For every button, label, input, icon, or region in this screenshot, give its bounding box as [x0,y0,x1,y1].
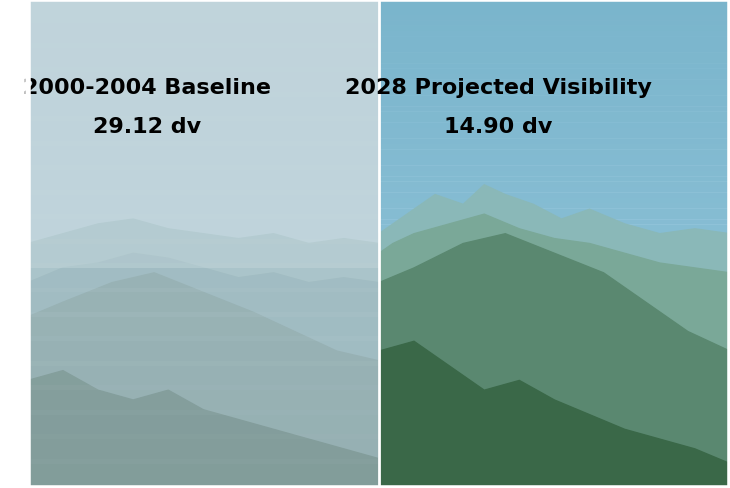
Bar [379,64,730,70]
Polygon shape [379,234,730,488]
Bar [379,128,730,134]
Bar [28,190,379,220]
Bar [379,230,730,236]
Bar [379,102,730,107]
Bar [379,118,730,123]
Bar [379,263,730,268]
Bar [379,123,730,129]
Bar [379,37,730,43]
Bar [379,48,730,54]
Bar [28,0,379,24]
Text: 29.12 dv: 29.12 dv [93,117,201,137]
Bar [379,220,730,225]
Bar [379,0,730,5]
Bar [379,171,730,177]
Bar [379,193,730,199]
Bar [379,26,730,32]
Bar [28,386,379,415]
Bar [379,236,730,242]
Bar [379,225,730,231]
Bar [379,134,730,140]
Bar [379,177,730,183]
Bar [379,16,730,21]
Bar [379,0,730,488]
Bar [28,44,379,73]
Bar [379,5,730,11]
Bar [379,252,730,258]
Bar [28,215,379,244]
Polygon shape [28,371,379,488]
Bar [379,21,730,27]
Bar [379,203,730,209]
Bar [379,166,730,172]
Bar [379,214,730,220]
Bar [28,117,379,146]
Bar [379,246,730,252]
Bar [28,312,379,342]
Bar [379,198,730,204]
Polygon shape [379,185,730,488]
Text: 2000-2004 Baseline: 2000-2004 Baseline [23,78,271,98]
Text: 14.90 dv: 14.90 dv [444,117,553,137]
Text: 2028 Projected Visibility: 2028 Projected Visibility [345,78,652,98]
Bar [379,209,730,215]
Bar [28,68,379,98]
Bar [379,155,730,161]
Bar [379,53,730,59]
Bar [28,0,379,268]
Bar [379,107,730,113]
Polygon shape [28,220,379,488]
Polygon shape [379,215,730,488]
Polygon shape [28,273,379,488]
Bar [28,93,379,122]
Bar [28,361,379,390]
Bar [28,410,379,439]
Bar [28,20,379,49]
Bar [379,75,730,81]
Bar [28,0,379,488]
Bar [379,187,730,193]
Bar [379,139,730,145]
Bar [379,161,730,166]
Bar [28,142,379,171]
Bar [28,0,379,488]
Bar [379,32,730,38]
Polygon shape [379,342,730,488]
Bar [379,182,730,188]
Bar [379,42,730,48]
Bar [379,112,730,118]
Bar [379,91,730,97]
Bar [28,264,379,293]
Bar [28,337,379,366]
Bar [379,241,730,247]
Bar [379,59,730,64]
Bar [28,239,379,268]
Bar [379,144,730,150]
Bar [379,10,730,16]
Bar [379,96,730,102]
Polygon shape [28,254,379,488]
Bar [379,69,730,75]
Bar [28,459,379,488]
Bar [28,166,379,195]
Bar [379,85,730,91]
Bar [379,150,730,156]
Bar [379,80,730,86]
Bar [379,257,730,263]
Bar [28,288,379,317]
Bar [28,434,379,464]
